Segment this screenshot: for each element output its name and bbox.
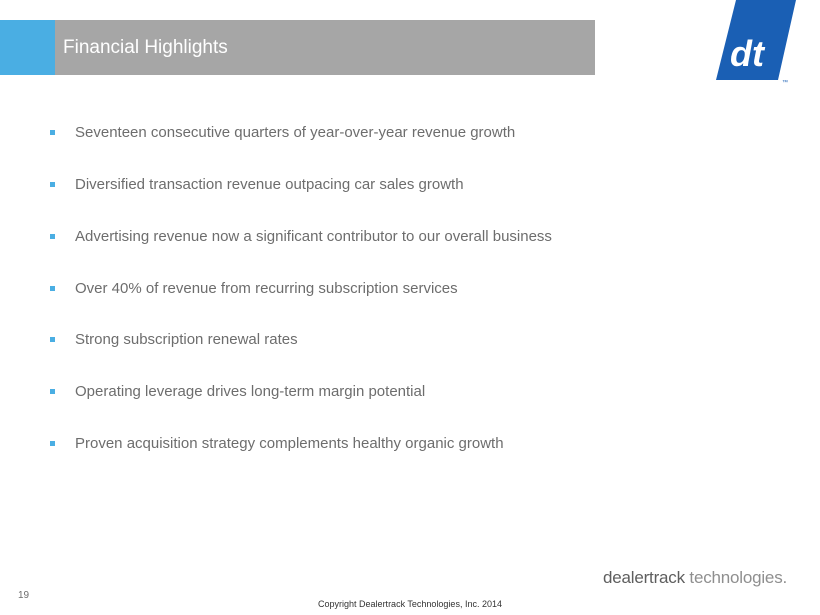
list-item: Seventeen consecutive quarters of year-o… <box>50 124 650 144</box>
bullet-text: Over 40% of revenue from recurring subsc… <box>75 280 458 297</box>
bullet-marker-icon <box>50 286 55 291</box>
slide-title: Financial Highlights <box>63 37 228 58</box>
list-item: Diversified transaction revenue outpacin… <box>50 176 650 196</box>
bullet-marker-icon <box>50 441 55 446</box>
logo-parallelogram <box>716 0 796 80</box>
bullet-marker-icon <box>50 389 55 394</box>
page-number: 19 <box>18 590 30 601</box>
header-accent-block <box>0 20 55 75</box>
list-item: Operating leverage drives long-term marg… <box>50 383 650 403</box>
bullet-text: Proven acquisition strategy complements … <box>75 435 504 452</box>
brand-wordmark: dealertrack technologies. <box>603 568 787 588</box>
bullet-text: Operating leverage drives long-term marg… <box>75 383 426 400</box>
bullet-text: Seventeen consecutive quarters of year-o… <box>75 124 516 141</box>
bullet-text: Diversified transaction revenue outpacin… <box>75 176 464 193</box>
bullet-marker-icon <box>50 130 55 135</box>
brand-name-secondary: technologies <box>684 568 783 587</box>
list-item: Strong subscription renewal rates <box>50 331 650 351</box>
bullet-marker-icon <box>50 182 55 187</box>
brand-dot: . <box>782 568 788 587</box>
list-item: Advertising revenue now a significant co… <box>50 228 650 248</box>
logo-letters: dt <box>730 33 766 74</box>
bullet-text: Strong subscription renewal rates <box>75 331 298 348</box>
brand-name-primary: dealertrack <box>603 568 685 587</box>
bullet-marker-icon <box>50 337 55 342</box>
list-item: Over 40% of revenue from recurring subsc… <box>50 280 650 300</box>
logo-trademark: ™ <box>782 79 788 84</box>
header-bar <box>55 20 595 75</box>
bullet-text: Advertising revenue now a significant co… <box>75 228 552 245</box>
list-item: Proven acquisition strategy complements … <box>50 435 650 455</box>
copyright-notice: Copyright Dealertrack Technologies, Inc.… <box>318 599 502 609</box>
bullet-marker-icon <box>50 234 55 239</box>
dt-logo-icon: dt ™ <box>716 0 796 84</box>
